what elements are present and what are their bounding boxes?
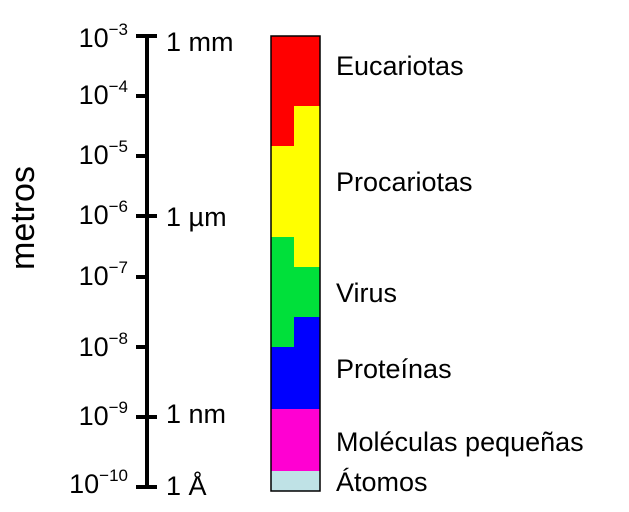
band-procariotas <box>271 106 320 267</box>
band-label-proteinas: Proteínas <box>336 354 452 384</box>
axis-ticks: 10−3 1 mm 10−4 10−5 10−6 1 µm 10−7 10−8 … <box>69 20 233 501</box>
size-bands <box>270 35 321 492</box>
tick-label: 10−10 <box>69 466 128 499</box>
band-label-virus: Virus <box>336 278 397 308</box>
band-label-procariotas: Procariotas <box>336 167 473 197</box>
band-atomos <box>271 471 320 491</box>
band-virus <box>271 237 320 347</box>
axis-title: metros <box>4 166 42 270</box>
unit-label: 1 µm <box>166 202 227 232</box>
band-proteinas <box>271 317 320 409</box>
band-eucariotas <box>271 36 320 146</box>
unit-label: 1 nm <box>166 399 226 429</box>
band-labels: Eucariotas Procariotas Virus Proteínas M… <box>336 51 584 497</box>
tick-label: 10−4 <box>79 77 128 110</box>
unit-label: 1 Å <box>166 470 207 501</box>
band-label-moleculas-pequenas: Moléculas pequeñas <box>336 427 584 457</box>
band-moleculas-pequenas <box>271 409 320 471</box>
tick-label: 10−7 <box>79 258 128 291</box>
tick-label: 10−6 <box>79 197 128 230</box>
tick-label: 10−8 <box>79 329 128 362</box>
tick-label: 10−3 <box>79 20 128 53</box>
column-outline <box>270 35 321 492</box>
tick-label: 10−9 <box>79 398 128 431</box>
tick-label: 10−5 <box>79 137 128 170</box>
band-label-eucariotas: Eucariotas <box>336 51 464 81</box>
unit-label: 1 mm <box>166 27 234 57</box>
band-label-atomos: Átomos <box>336 467 428 497</box>
